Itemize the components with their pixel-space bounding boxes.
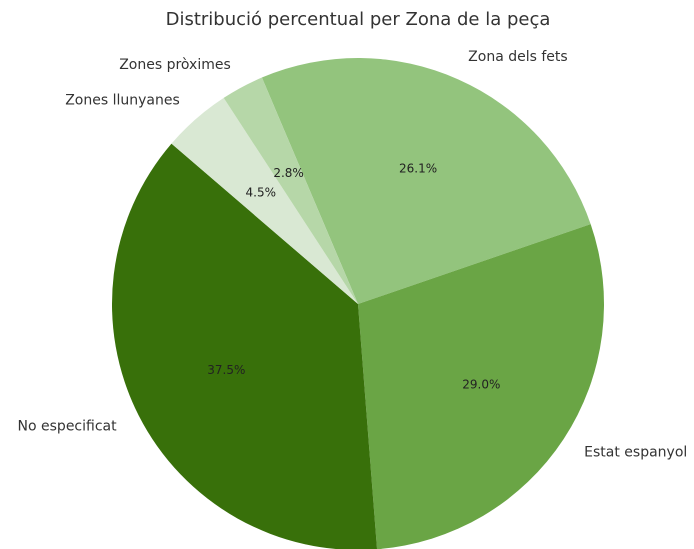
pie-slice <box>223 77 358 304</box>
slice-label: Estat espanyol <box>584 445 687 461</box>
slice-value-label: 37.5% <box>207 363 245 377</box>
pie-slice <box>112 143 378 549</box>
slice-label: Zones llunyanes <box>65 92 180 108</box>
slice-value-label: 26.1% <box>399 162 437 176</box>
slice-label: Zones pròximes <box>119 57 231 73</box>
slice-value-label: 4.5% <box>246 185 277 199</box>
slice-label: Zona dels fets <box>468 49 568 65</box>
pie-slice <box>171 97 358 304</box>
pie-slice <box>261 58 591 304</box>
chart-title: Distribució percentual per Zona de la pe… <box>166 9 551 30</box>
slice-label: No especificat <box>18 418 118 434</box>
slice-value-label: 2.8% <box>273 166 304 180</box>
pie-slice <box>358 224 604 549</box>
slice-value-label: 29.0% <box>462 378 500 392</box>
